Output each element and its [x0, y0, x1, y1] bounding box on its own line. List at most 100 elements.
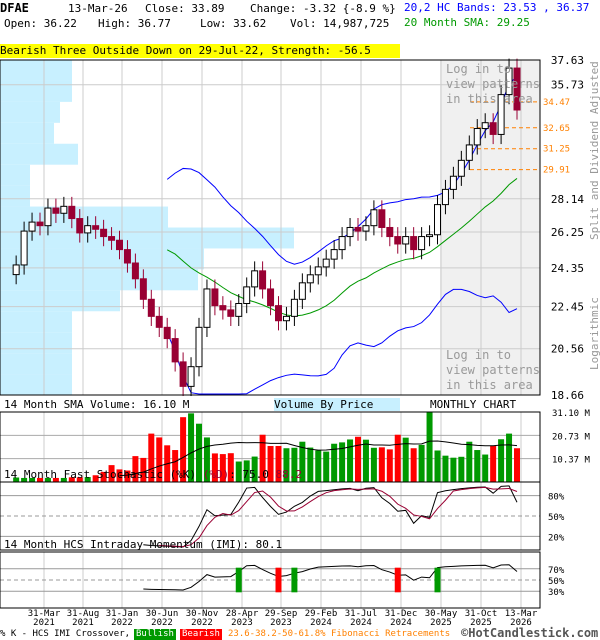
bearish-candle: [227, 309, 235, 317]
x-tick-year: 2024: [350, 618, 372, 628]
bullish-candle: [314, 266, 322, 276]
bearish-candle: [139, 278, 147, 300]
volume-bar: [323, 451, 330, 482]
volume-bar: [434, 450, 441, 482]
bearish-candle: [147, 298, 155, 317]
bullish-candle: [84, 225, 92, 234]
bearish-crossover-marker: [275, 567, 282, 593]
volume-by-price-bar: [0, 60, 72, 81]
symbol: DFAE: [0, 1, 29, 15]
volume-by-price-bar: [0, 227, 294, 249]
volume-bar: [307, 447, 314, 482]
sma-line: [166, 178, 518, 317]
bullish-candle: [426, 234, 434, 238]
bullish-candle: [418, 236, 426, 251]
x-tick-year: 2021: [72, 618, 94, 628]
volume-bar: [60, 477, 67, 482]
login-overlay-top[interactable]: Log in to view patterns in this area: [446, 62, 540, 107]
fib-label: 32.65: [543, 124, 570, 134]
imi-title: 14 Month HCS Intraday Momentum (IMI): 80…: [4, 538, 283, 551]
volume-bar: [394, 434, 401, 482]
volume-bar: [37, 477, 43, 482]
bearish-candle: [52, 207, 60, 214]
volume-bar: [339, 442, 346, 482]
volume-bar: [498, 439, 505, 482]
stoch-d-value: 88.2: [275, 468, 303, 481]
imi-tick-label: 70%: [548, 566, 565, 576]
bullish-candle: [402, 236, 410, 245]
x-tick-label: 13-Mar: [505, 609, 538, 619]
volume-bar: [13, 477, 20, 482]
volume-bar: [92, 475, 99, 482]
x-tick-label: 30-Jun: [146, 609, 179, 619]
login-line: view patterns: [446, 363, 540, 377]
bearish-candle: [513, 67, 521, 111]
volume-bar: [482, 454, 489, 482]
bullish-candle: [473, 128, 481, 146]
x-tick-year: 2025: [430, 618, 452, 628]
y-tick-label: 26.25: [551, 226, 584, 239]
volume-by-price-bar: [0, 101, 60, 123]
login-line: view patterns: [446, 77, 540, 91]
volume-bar: [235, 461, 242, 482]
volume-bar: [84, 477, 91, 482]
volume-by-price-bar: [0, 206, 168, 228]
x-tick-year: 2022: [151, 618, 173, 628]
adjusted-label: Split and Dividend Adjusted: [588, 61, 600, 240]
pattern-banner[interactable]: Bearish Three Outside Down on 29-Jul-22,…: [0, 44, 400, 58]
fib-legend: 23.6-38.2-50-61.8% Fibonacci Retracement…: [228, 629, 451, 639]
brand-logo[interactable]: ©HotCandlestick.com: [461, 626, 599, 640]
bullish-candle: [203, 288, 211, 328]
y-tick-label: 22.45: [551, 301, 584, 314]
pattern-locked-area: [440, 60, 540, 395]
volume-bar: [219, 454, 226, 482]
bearish-candle: [68, 205, 76, 220]
bullish-candle: [449, 175, 457, 190]
volume-by-price-bar: [0, 122, 54, 144]
stoch-d-line: [159, 486, 518, 548]
bearish-candle: [131, 262, 139, 280]
x-tick-label: 28-Apr: [226, 609, 259, 619]
volume-bar: [180, 417, 187, 482]
bearish-candle: [378, 209, 386, 228]
volume-bar: [458, 456, 465, 482]
bearish-candle: [76, 218, 84, 234]
login-overlay-bottom[interactable]: Log in to view patterns in this area: [446, 348, 540, 393]
volume-bar: [370, 447, 377, 482]
bullish-candle: [330, 249, 338, 260]
hc-bands: 20,2 HC Bands: 23.53 , 36.37: [404, 1, 590, 14]
monthly-chart-label: MONTHLY CHART: [430, 398, 517, 411]
bullish-candle: [187, 366, 195, 387]
volume-sma-line: [119, 440, 518, 477]
volume-by-price-bar: [0, 185, 30, 207]
bearish-badge: Bearish: [180, 629, 222, 640]
volume-bar: [259, 434, 266, 482]
x-tick-label: 31-Oct: [465, 609, 498, 619]
stoch-d-label: (%D): [202, 468, 230, 481]
volume-bar: [188, 413, 195, 482]
volume-bar: [378, 447, 385, 482]
bullish-crossover-marker: [235, 567, 242, 593]
bearish-candle: [171, 338, 179, 363]
bullish-candle: [346, 226, 354, 238]
volume-bar: [474, 450, 481, 482]
volume-tick-label: 31.10 M: [552, 409, 591, 419]
volume-bar: [362, 439, 369, 482]
bearish-candle: [211, 288, 219, 307]
bearish-candle: [275, 305, 282, 322]
bullish-candle: [362, 225, 370, 232]
volume-bar: [44, 477, 51, 482]
fib-label: 31.25: [543, 145, 570, 155]
volume-bar: [355, 436, 361, 482]
bearish-candle: [354, 226, 362, 232]
bearish-candle: [267, 288, 275, 307]
x-tick-label: 31-Jul: [345, 609, 378, 619]
volume-by-price-bar: [0, 353, 72, 375]
login-line: Log in to: [446, 348, 512, 362]
volume-bar: [124, 470, 131, 482]
volume-bar: [52, 477, 59, 482]
x-tick-year: 2025: [470, 618, 492, 628]
volume-bar: [275, 445, 282, 482]
bullish-crossover-marker: [434, 567, 441, 593]
